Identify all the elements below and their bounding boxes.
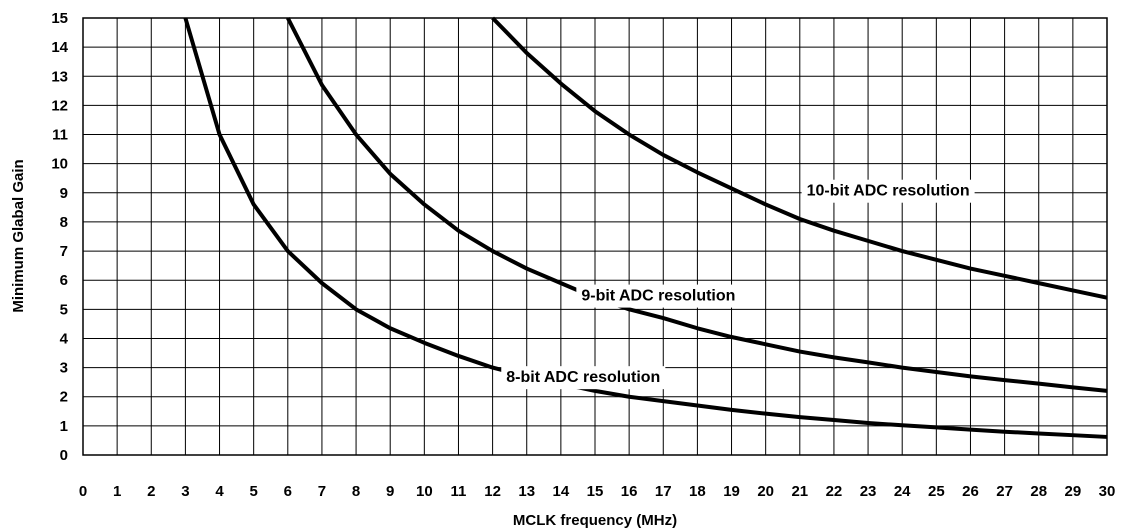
x-tick-label: 11 [451, 483, 467, 500]
y-tick-label: 12 [51, 97, 68, 114]
series-label-1: 8-bit ADC resolution [501, 366, 666, 390]
plot-frame [82, 17, 1108, 456]
x-tick-label: 9 [386, 483, 394, 500]
y-axis-title: Minimum Glabal Gain [10, 159, 27, 312]
x-tick-label: 13 [518, 483, 535, 500]
x-axis-title: MCLK frequency (MHz) [513, 512, 677, 529]
x-tick-label: 17 [655, 483, 672, 500]
y-tick-label: 13 [51, 68, 68, 85]
x-tick-label: 10 [416, 483, 433, 500]
x-tick-label: 29 [1065, 483, 1082, 500]
y-tick-label: 11 [52, 127, 68, 144]
series-line-3 [491, 16, 1108, 300]
y-tick-label: 5 [60, 301, 68, 318]
x-tick-label: 1 [113, 483, 121, 500]
series-label-text: 8-bit ADC resolution [506, 369, 660, 386]
series-line-2 [286, 17, 1108, 393]
x-tick-label: 15 [587, 483, 604, 500]
x-tick-label: 4 [215, 483, 224, 500]
x-tick-label: 8 [352, 483, 360, 500]
x-tick-label: 5 [249, 483, 257, 500]
x-tick-label: 26 [962, 483, 979, 500]
series-labels: 8-bit ADC resolution 9-bit ADC resolution… [501, 179, 975, 390]
y-tick-label: 3 [60, 360, 68, 377]
series-line-1 [183, 17, 1108, 439]
y-tick-label: 14 [51, 39, 68, 56]
x-tick-label: 20 [757, 483, 774, 500]
x-tick-label: 16 [621, 483, 638, 500]
x-tick-label: 30 [1099, 483, 1116, 500]
x-tick-label: 23 [860, 483, 877, 500]
x-tick-label: 25 [928, 483, 945, 500]
series-label-3: 10-bit ADC resolution [801, 179, 975, 203]
series-label-2: 9-bit ADC resolution [576, 284, 741, 308]
x-tick-label: 0 [79, 483, 87, 500]
y-tick-label: 4 [60, 330, 69, 347]
y-tick-label: 7 [60, 243, 68, 260]
x-tick-label: 14 [553, 483, 570, 500]
x-tick-label: 12 [484, 483, 501, 500]
x-tick-label: 19 [723, 483, 740, 500]
series-label-background [576, 284, 741, 308]
series-label-background [501, 366, 666, 390]
y-tick-label: 15 [51, 10, 68, 27]
y-tick-label: 9 [60, 185, 68, 202]
series-lines [183, 16, 1108, 439]
y-tick-label: 1 [60, 418, 68, 435]
x-tick-label: 18 [689, 483, 706, 500]
y-tick-label: 10 [51, 156, 68, 173]
y-tick-label: 2 [60, 389, 68, 406]
y-tick-label: 0 [60, 447, 68, 464]
x-tick-label: 7 [318, 483, 326, 500]
y-tick-label: 6 [60, 272, 68, 289]
x-tick-label: 3 [181, 483, 189, 500]
series-label-background [801, 179, 975, 203]
x-tick-label: 2 [147, 483, 155, 500]
x-tick-label: 28 [1030, 483, 1047, 500]
y-tick-label: 8 [60, 214, 68, 231]
x-tick-label: 27 [996, 483, 1013, 500]
x-tick-label: 6 [284, 483, 292, 500]
tick-labels: 0 1 2 3 4 5 6 7 8 9 10 11 12 13 14 15 16 17 18 19 20 21 22 23 24… [51, 10, 1115, 500]
x-tick-label: 21 [791, 483, 808, 500]
x-tick-label: 22 [826, 483, 843, 500]
x-tick-label: 24 [894, 483, 911, 500]
series-label-text: 9-bit ADC resolution [581, 288, 735, 305]
series-label-text: 10-bit ADC resolution [807, 183, 970, 200]
